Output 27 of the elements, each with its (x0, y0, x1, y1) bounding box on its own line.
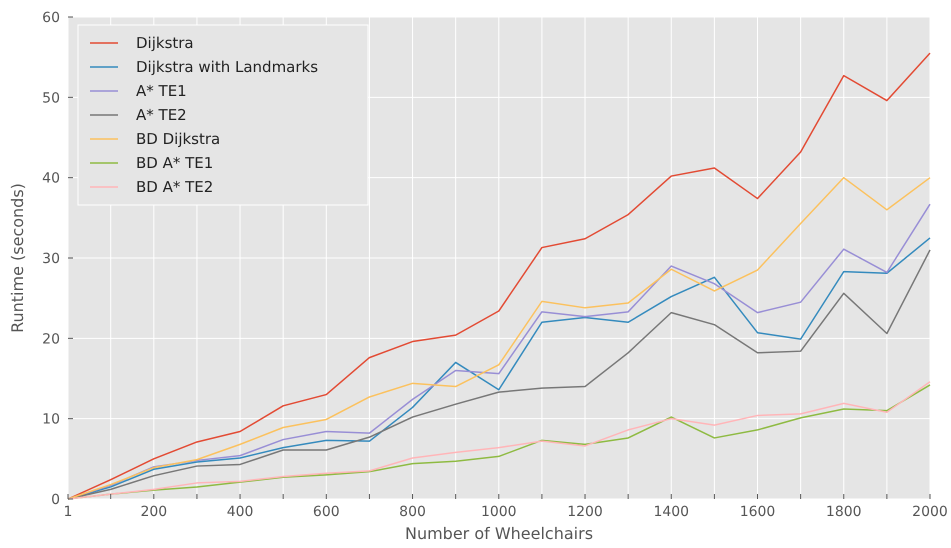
x-tick-label: 400 (226, 504, 254, 520)
y-tick-label: 60 (42, 10, 60, 26)
x-tick-label: 1800 (826, 504, 862, 520)
y-tick-label: 10 (42, 412, 60, 428)
legend-label: A* TE2 (136, 106, 187, 124)
x-tick-label: 600 (312, 504, 340, 520)
legend-label: Dijkstra (136, 34, 194, 52)
x-tick-label: 200 (140, 504, 168, 520)
x-tick-label: 1 (64, 504, 72, 520)
legend-label: BD A* TE1 (136, 154, 214, 172)
y-tick-label: 30 (42, 251, 60, 267)
legend-label: BD Dijkstra (136, 130, 220, 148)
y-tick-label: 0 (51, 492, 60, 508)
x-tick-label: 1400 (653, 504, 690, 520)
y-tick-label: 50 (42, 90, 60, 106)
x-tick-label: 800 (399, 504, 426, 520)
x-tick-label: 1600 (740, 504, 776, 520)
y-tick-label: 40 (42, 170, 60, 187)
x-tick-label: 1200 (567, 504, 603, 520)
x-tick-label: 2000 (912, 504, 948, 520)
legend-label: Dijkstra with Landmarks (136, 58, 318, 76)
x-tick-label: 1000 (480, 504, 517, 520)
legend-label: A* TE1 (136, 82, 187, 100)
y-axis-title: Runtime (seconds) (8, 183, 27, 333)
legend-label: BD A* TE2 (136, 178, 214, 196)
x-axis-title: Number of Wheelchairs (404, 524, 594, 543)
y-tick-label: 20 (42, 331, 60, 348)
